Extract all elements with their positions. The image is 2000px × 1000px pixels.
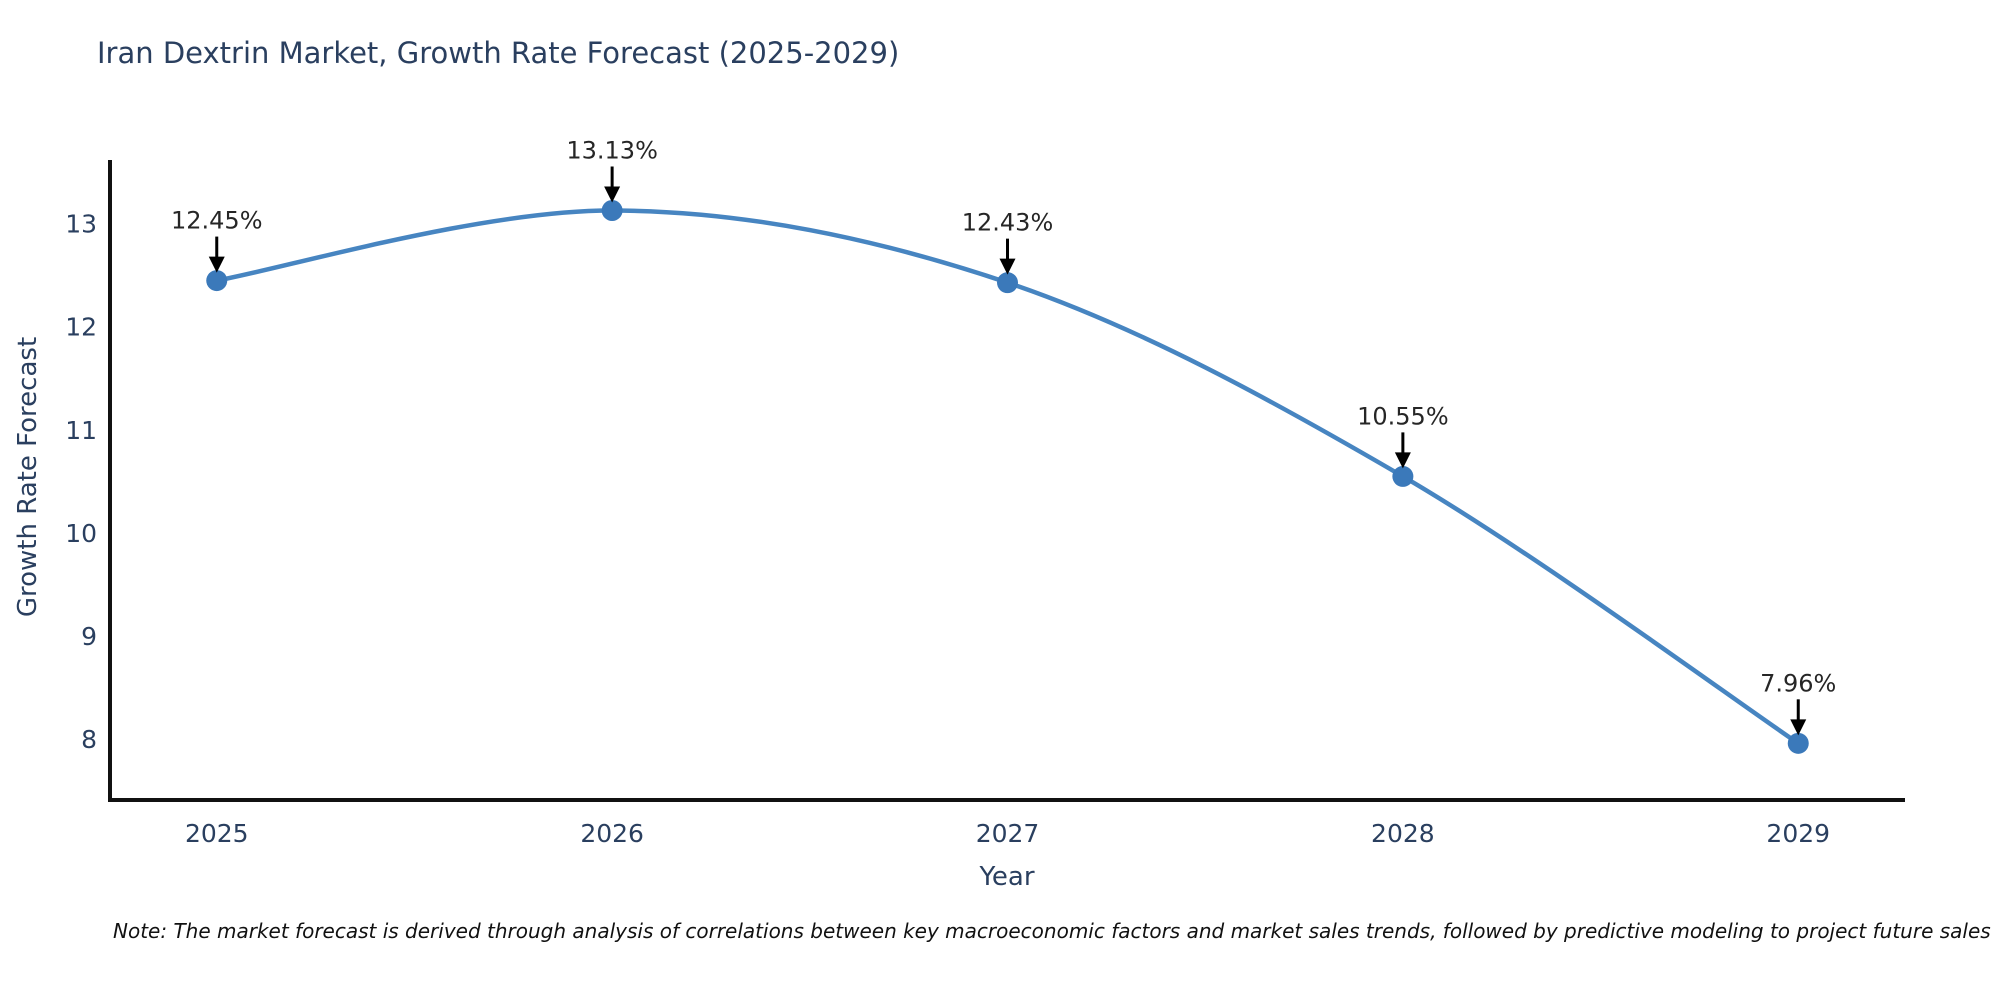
annotation-arrow-head-icon [999,258,1016,275]
annotation-arrow-head-icon [1790,719,1807,736]
annotation-arrow-head-icon [208,256,225,273]
chart-footnote: Note: The market forecast is derived thr… [113,919,1991,943]
chart-title: Iran Dextrin Market, Growth Rate Forecas… [97,36,900,70]
data-point-2025[interactable] [206,270,228,292]
point-label: 12.43% [962,209,1054,237]
x-tick-label: 2027 [976,819,1040,848]
point-label: 7.96% [1760,669,1836,697]
x-tick-label: 2026 [580,819,644,848]
data-point-2028[interactable] [1392,465,1414,487]
y-tick-label: 9 [81,622,97,651]
y-tick-label: 8 [81,725,97,754]
point-label: 12.45% [171,207,263,235]
y-tick-label: 10 [65,519,97,548]
x-tick-label: 2028 [1371,819,1435,848]
annotation-arrow-head-icon [604,186,621,203]
annotation-arrow-head-icon [1394,452,1411,469]
x-axis-title: Year [979,862,1035,892]
x-tick-label: 2025 [185,819,249,848]
point-label: 13.13% [566,136,658,164]
data-point-2027[interactable] [997,272,1018,294]
data-point-2029[interactable] [1787,732,1809,754]
y-tick-label: 11 [65,416,97,445]
data-point-2026[interactable] [601,199,623,221]
point-label: 10.55% [1357,402,1449,430]
y-tick-label: 12 [65,313,97,342]
x-tick-label: 2029 [1766,819,1830,848]
y-tick-label: 13 [65,210,97,239]
